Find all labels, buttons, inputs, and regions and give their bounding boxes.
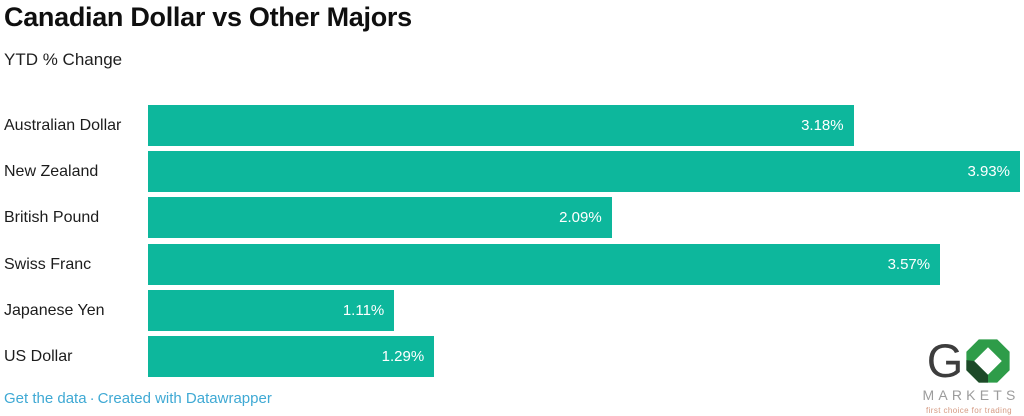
chart-subtitle: YTD % Change (4, 50, 123, 69)
datawrapper-credit-link[interactable]: Created with Datawrapper (97, 390, 272, 407)
logo-markets-text: MARKETS (922, 387, 1020, 403)
bar-track: 3.93% (148, 151, 1020, 193)
bar-value-label: 2.09% (559, 209, 602, 227)
chart-row: British Pound 2.09% (4, 197, 1020, 239)
bar-track: 1.11% (148, 289, 1020, 331)
chart-row: Swiss Franc 3.57% (4, 243, 1020, 285)
footer-separator: · (89, 390, 95, 407)
bar: 3.93% (148, 151, 1020, 193)
bar-track: 1.29% (148, 335, 1020, 377)
category-label: Swiss Franc (4, 255, 92, 273)
logo-tagline: first choice for trading (925, 406, 1013, 415)
go-markets-wordmark: G (927, 337, 1012, 384)
bar-value-label: 3.18% (801, 117, 844, 134)
bar: 1.29% (148, 335, 435, 377)
chart-row: New Zealand 3.93% (4, 151, 1020, 193)
bar: 2.09% (148, 197, 612, 239)
chart-title: Canadian Dollar vs Other Majors (4, 2, 412, 32)
go-markets-octagon-icon (966, 338, 1010, 383)
chart-row: Australian Dollar 3.18% (4, 105, 1020, 146)
category-label: British Pound (4, 209, 100, 227)
chart-row: Japanese Yen 1.11% (4, 289, 1020, 331)
bar-value-label: 1.11% (342, 301, 385, 319)
get-the-data-link[interactable]: Get the data (4, 390, 87, 407)
bar-chart: Australian Dollar 3.18% New Zealand 3.93… (4, 105, 1020, 377)
category-label: Japanese Yen (4, 301, 105, 319)
bar-value-label: 1.29% (381, 347, 425, 365)
bar: 3.18% (148, 105, 854, 146)
bar: 3.57% (148, 243, 941, 285)
bar-value-label: 3.57% (887, 255, 931, 273)
bar-track: 3.18% (148, 105, 1020, 146)
chart-footer: Get the data · Created with Datawrapper (4, 390, 272, 407)
category-label: Australian Dollar (4, 117, 122, 134)
go-markets-logo: G MARKETS first choice for trading (917, 337, 1021, 415)
chart-row: US Dollar 1.29% (4, 335, 1020, 377)
bar-value-label: 3.93% (967, 163, 1010, 181)
category-label: US Dollar (4, 347, 73, 365)
bar: 1.11% (148, 289, 395, 331)
bar-track: 2.09% (148, 197, 1020, 239)
logo-letter-g: G (926, 334, 964, 387)
bar-track: 3.57% (148, 243, 1020, 285)
category-label: New Zealand (4, 163, 99, 181)
